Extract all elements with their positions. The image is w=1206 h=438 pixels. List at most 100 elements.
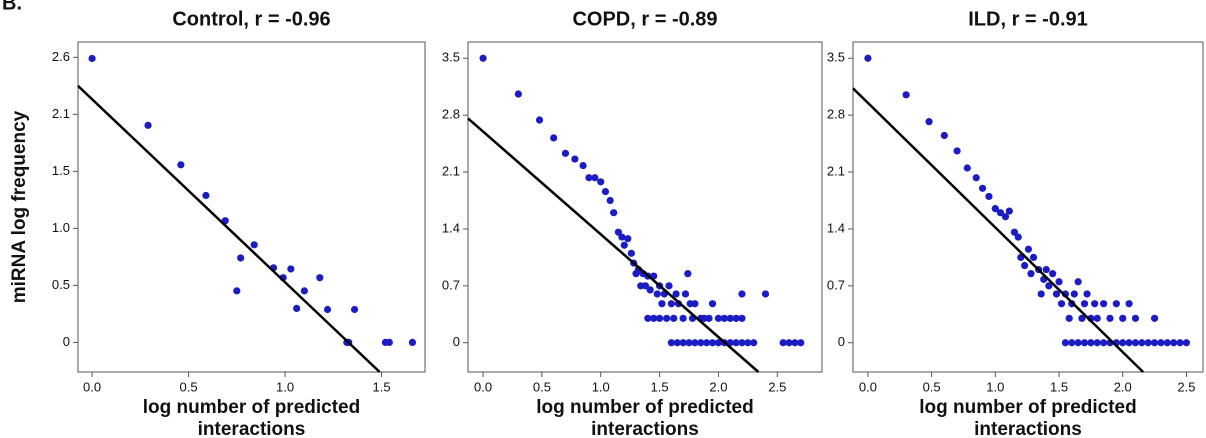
- point: [714, 339, 723, 347]
- point: [1057, 300, 1066, 308]
- y-tick-label: 1.4: [442, 220, 460, 235]
- x-tick-label: 1.5: [373, 379, 391, 394]
- point: [864, 54, 872, 62]
- point: [1061, 339, 1069, 347]
- point: [1100, 339, 1108, 347]
- y-tick-label: 1.5: [52, 163, 70, 178]
- point: [785, 339, 793, 347]
- y-tick-label: 2.8: [827, 107, 845, 122]
- point: [665, 282, 673, 290]
- point: [177, 161, 185, 169]
- y-tick-label: 2.1: [827, 163, 845, 178]
- fit-line: [77, 84, 381, 373]
- point: [1037, 290, 1045, 298]
- y-tick-label: 1.0: [52, 220, 70, 235]
- point: [940, 131, 948, 140]
- point: [681, 290, 690, 298]
- point: [627, 249, 635, 257]
- point: [663, 314, 671, 322]
- point: [691, 300, 699, 308]
- point: [750, 339, 758, 347]
- y-tick-label: 2.1: [442, 163, 460, 178]
- point: [963, 164, 971, 172]
- y-tick-label: 0: [838, 334, 845, 349]
- y-tick-label: 2.1: [52, 106, 70, 121]
- x-axis-label: interactions: [591, 419, 699, 438]
- point: [579, 161, 587, 170]
- point: [978, 184, 987, 192]
- chart-title: COPD, r = -0.89: [572, 8, 717, 30]
- point: [672, 290, 680, 298]
- point: [300, 287, 308, 295]
- y-tick-label: 1.4: [827, 220, 845, 235]
- point: [1170, 339, 1178, 347]
- point: [1052, 290, 1061, 298]
- point: [653, 290, 661, 298]
- point: [1045, 282, 1053, 290]
- point: [571, 155, 579, 163]
- fit-line: [852, 87, 1144, 373]
- point: [316, 274, 324, 282]
- x-tick-label: 0.0: [83, 379, 101, 394]
- point: [350, 305, 359, 314]
- point: [646, 286, 654, 294]
- y-tick-label: 0: [453, 334, 460, 349]
- point: [902, 91, 910, 99]
- point: [601, 187, 610, 196]
- point: [1119, 314, 1127, 322]
- y-tick-label: 0: [63, 334, 70, 349]
- point: [1150, 339, 1159, 347]
- x-axis-label: log number of predicted: [536, 397, 753, 418]
- point: [708, 339, 717, 347]
- point: [585, 174, 593, 182]
- point: [535, 116, 544, 124]
- point: [610, 209, 618, 217]
- point: [1014, 233, 1022, 241]
- point: [1042, 265, 1050, 274]
- point: [732, 314, 740, 322]
- x-tick-label: 1.5: [651, 379, 669, 394]
- x-tick-label: 1.5: [1050, 379, 1068, 394]
- point: [667, 300, 675, 308]
- point: [1070, 290, 1078, 298]
- x-tick-label: 2.5: [768, 379, 786, 394]
- point: [1024, 245, 1033, 253]
- x-tick-label: 0.5: [180, 379, 198, 394]
- point: [1010, 228, 1019, 236]
- x-axis-label: log number of predicted: [143, 397, 360, 418]
- point: [1125, 339, 1133, 347]
- point: [673, 339, 681, 347]
- point: [606, 196, 614, 205]
- point: [385, 338, 393, 346]
- point: [1106, 314, 1114, 322]
- point: [703, 339, 711, 347]
- point: [620, 241, 628, 249]
- point: [1065, 314, 1073, 322]
- point: [761, 290, 770, 298]
- point: [732, 339, 740, 347]
- point: [1080, 300, 1089, 308]
- point: [655, 314, 664, 322]
- point: [684, 270, 692, 278]
- point: [144, 121, 152, 129]
- y-tick-label: 3.5: [827, 50, 845, 65]
- point: [1080, 339, 1089, 347]
- point: [1131, 314, 1140, 322]
- point: [1131, 339, 1140, 347]
- chart-title: ILD, r = -0.91: [968, 8, 1088, 30]
- point: [691, 339, 699, 347]
- x-axis-label: interactions: [974, 419, 1082, 438]
- point: [514, 90, 522, 98]
- y-tick-label: 0.5: [52, 277, 70, 292]
- point: [1087, 339, 1095, 347]
- point: [233, 287, 241, 295]
- point: [1029, 253, 1038, 261]
- point: [670, 314, 678, 322]
- y-tick-label: 2.8: [442, 107, 460, 122]
- y-tick-label: 0.7: [827, 277, 845, 292]
- point: [1083, 290, 1091, 298]
- point: [1163, 339, 1171, 347]
- point: [667, 339, 675, 347]
- plot-frame: [467, 41, 823, 373]
- point: [202, 191, 210, 200]
